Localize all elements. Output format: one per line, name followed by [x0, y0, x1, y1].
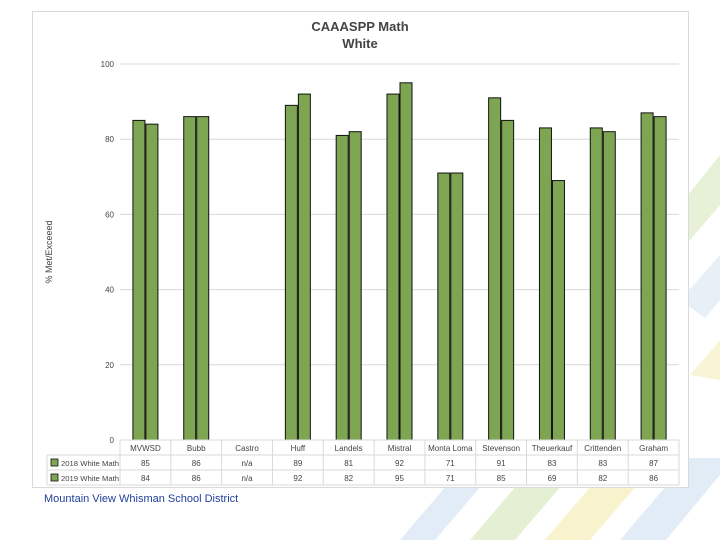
- bar-1-crittenden: [589, 127, 603, 441]
- y-tick-label: 100: [101, 60, 115, 69]
- data-label: 86: [192, 459, 201, 468]
- data-label: 69: [548, 474, 557, 483]
- x-tick-label: Mistral: [388, 444, 412, 453]
- bar-1-stevenson: [488, 97, 502, 441]
- data-label: 82: [598, 474, 607, 483]
- chart-title: CAAASPP Math: [311, 19, 408, 34]
- legend-label: 2019 White Math: [61, 474, 119, 483]
- deco-stripe-blue-3: [680, 255, 720, 318]
- legend-swatch: [50, 458, 59, 467]
- data-label: 87: [649, 459, 658, 468]
- bar-2-monta-loma: [450, 172, 464, 441]
- y-tick-label: 60: [105, 210, 114, 219]
- data-label: 83: [598, 459, 607, 468]
- bar-1-mvwsd: [132, 119, 146, 441]
- deco-stripe-yellow-2: [690, 340, 720, 380]
- bar-1-theuerkauf: [538, 127, 552, 441]
- bar-2-landels: [348, 131, 362, 441]
- data-label: 85: [141, 459, 150, 468]
- bar-2-theuerkauf: [551, 180, 565, 441]
- data-label: 86: [649, 474, 658, 483]
- bar-2-stevenson: [501, 119, 515, 441]
- data-label: 92: [293, 474, 302, 483]
- data-label: n/a: [241, 459, 253, 468]
- data-label: 82: [344, 474, 353, 483]
- bar-1-huff: [284, 104, 298, 441]
- bar-1-graham: [640, 112, 654, 441]
- x-tick-label: Crittenden: [584, 444, 621, 453]
- y-tick-label: 80: [105, 135, 114, 144]
- x-tick-label: Huff: [291, 444, 306, 453]
- bar-2-graham: [653, 116, 667, 441]
- bar-2-crittenden: [602, 131, 616, 441]
- x-tick-label: Graham: [639, 444, 668, 453]
- legend-swatch: [50, 473, 59, 482]
- x-tick-label: Landels: [335, 444, 363, 453]
- bar-1-mistral: [386, 93, 400, 441]
- bar-1-landels: [335, 134, 349, 441]
- x-tick-label: Theuerkauf: [532, 444, 573, 453]
- data-label: 71: [446, 474, 455, 483]
- deco-stripe-blue-2: [620, 458, 720, 540]
- y-tick-label: 20: [105, 361, 114, 370]
- bar-2-huff: [297, 93, 311, 441]
- footer-district-name: Mountain View Whisman School District: [44, 493, 239, 505]
- x-tick-label: MVWSD: [130, 444, 161, 453]
- x-tick-label: Castro: [235, 444, 259, 453]
- data-label: 92: [395, 459, 404, 468]
- data-label: 71: [446, 459, 455, 468]
- data-label: 81: [344, 459, 353, 468]
- x-tick-label: Stevenson: [482, 444, 520, 453]
- data-label: 89: [293, 459, 302, 468]
- data-label: n/a: [241, 474, 253, 483]
- y-tick-label: 40: [105, 286, 114, 295]
- data-label: 91: [497, 459, 506, 468]
- y-axis-label: % Met/Exceeed: [44, 220, 54, 283]
- x-tick-label: Bubb: [187, 444, 206, 453]
- bar-1-bubb: [183, 116, 197, 441]
- chart-subtitle: White: [342, 36, 377, 51]
- bar-2-mistral: [399, 82, 413, 441]
- bar-chart: CAAASPP Math White 0 20 40 60 80 100 % Met/Excee…: [44, 19, 680, 486]
- bar-2-mvwsd: [145, 123, 159, 441]
- data-label: 85: [497, 474, 506, 483]
- y-tick-label: 0: [110, 436, 115, 445]
- data-label: 86: [192, 474, 201, 483]
- data-label: 95: [395, 474, 404, 483]
- data-label: 84: [141, 474, 150, 483]
- bar-2-bubb: [196, 116, 210, 441]
- x-tick-label: Monta Loma: [428, 444, 473, 453]
- bar-1-monta-loma: [437, 172, 451, 441]
- data-label: 83: [548, 459, 557, 468]
- legend-label: 2018 White Math: [61, 459, 119, 468]
